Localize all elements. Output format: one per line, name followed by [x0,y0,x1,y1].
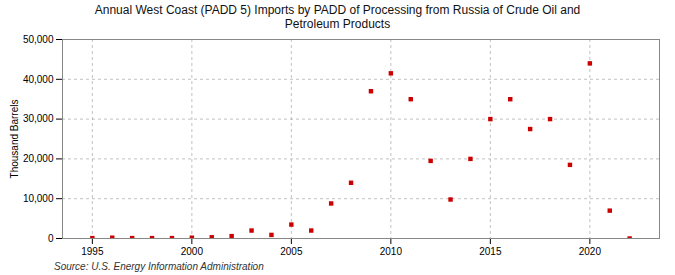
svg-text:10,000: 10,000 [23,193,54,204]
svg-text:2005: 2005 [280,246,303,257]
svg-text:2000: 2000 [181,246,204,257]
svg-text:2020: 2020 [579,246,602,257]
html-text:Annual West Coast (PADD 5) Imp: Annual West Coast (PADD 5) Imports by PA… [94,3,581,31]
svg-text:0: 0 [48,233,54,244]
svg-text:1995: 1995 [81,246,104,257]
svg-text:20,000: 20,000 [23,153,54,164]
svg-text:30,000: 30,000 [23,113,54,124]
html-text:Source: U.S. Energy Informatio: Source: U.S. Energy Information Administ… [54,261,264,272]
svg-text:40,000: 40,000 [23,74,54,85]
svg-text:2015: 2015 [479,246,502,257]
svg-text:2010: 2010 [380,246,403,257]
svg-text:Thousand Barrels: Thousand Barrels [9,100,20,179]
svg-text:50,000: 50,000 [23,34,54,45]
